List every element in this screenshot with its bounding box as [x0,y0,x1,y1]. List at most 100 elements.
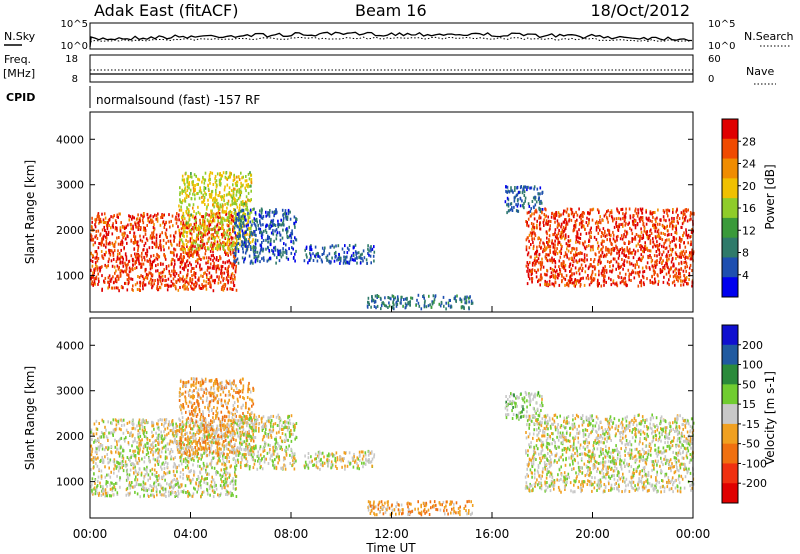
echo-cell [188,255,191,259]
echo-cell [224,283,227,286]
echo-cell [683,241,685,245]
echo-cell [253,221,256,225]
echo-cell [672,275,675,279]
echo-cell [572,229,575,233]
echo-cell [639,219,641,223]
echo-cell [534,195,536,199]
echo-cell [576,230,578,234]
echo-cell [255,246,257,250]
echo-cell [218,191,221,195]
echo-cell [642,223,644,227]
echo-cell [223,196,225,200]
echo-cell [232,225,234,229]
echo-cell [268,224,270,228]
echo-cell [672,270,675,274]
echo-cell [653,272,655,276]
echo-cell [326,254,329,258]
echo-cell [260,234,263,238]
echo-cell [578,215,581,219]
echo-cell [260,247,262,251]
echo-cell [513,199,516,203]
echo-cell [104,263,106,267]
echo-cell [94,241,96,245]
echo-cell [633,237,635,241]
echo-cell [657,282,659,286]
echo-cell [189,237,192,241]
echo-cell [114,219,117,223]
echo-cell [562,231,564,235]
echo-cell [245,224,248,228]
echo-cell [157,263,159,267]
echo-cell [367,247,369,251]
echo-cell [600,271,603,275]
echo-cell [188,249,191,253]
echo-cell [90,233,92,237]
echo-cell [178,244,181,247]
echo-cell [212,227,215,231]
echo-cell [121,243,124,247]
echo-cell [367,251,369,255]
echo-cell [528,204,531,208]
echo-cell [183,268,185,272]
echo-cell [97,272,99,276]
echo-cell [454,295,457,299]
echo-cell [348,260,351,264]
echo-cell [180,254,182,258]
echo-cell [180,257,183,261]
echo-cell [221,462,223,466]
echo-cell [160,434,162,438]
echo-cell [184,188,186,192]
echo-cell [232,251,234,255]
echo-cell [225,210,227,214]
echo-cell [242,202,244,206]
echo-cell [232,422,234,425]
echo-cell [528,246,531,250]
echo-cell [376,304,379,308]
echo-cell [95,234,98,238]
echo-cell [134,490,136,494]
echo-cell [262,256,265,260]
echo-cell [650,260,653,264]
echo-cell [134,235,137,239]
echo-cell [249,245,252,249]
echo-cell [128,473,131,477]
echo-cell [136,288,139,291]
echo-cell [223,242,226,246]
echo-cell [158,274,161,278]
echo-cell [208,237,210,241]
echo-cell [166,442,169,446]
echo-cell [137,225,139,229]
echo-cell [563,254,566,258]
echo-cell [552,245,555,249]
echo-cell [417,293,420,297]
echo-cell [549,259,552,263]
echo-cell [117,421,120,425]
echo-cell [245,183,248,187]
echo-cell [645,216,648,220]
echo-cell [193,273,195,277]
echo-cell [194,218,197,222]
echo-cell [103,279,105,283]
echo-cell [183,178,186,182]
echo-cell [204,271,206,275]
echo-cell [675,237,678,241]
echo-cell [185,280,188,284]
echo-cell [224,231,226,235]
radar-title: Adak East (fitACF) [94,1,238,20]
nave-tick-bottom: 0 [708,74,714,85]
echo-cell [163,471,165,474]
echo-cell [226,177,229,181]
echo-cell [175,482,177,486]
echo-cell [248,227,250,231]
echo-cell [124,252,127,256]
echo-cell [588,217,590,221]
echo-cell [685,276,688,279]
echo-cell [610,283,613,287]
echo-cell [112,275,114,279]
echo-cell [644,248,646,251]
echo-cell [531,200,534,203]
echo-cell [225,253,227,256]
echo-cell [199,286,202,290]
echo-cell [220,287,223,291]
echo-cell [113,485,116,489]
